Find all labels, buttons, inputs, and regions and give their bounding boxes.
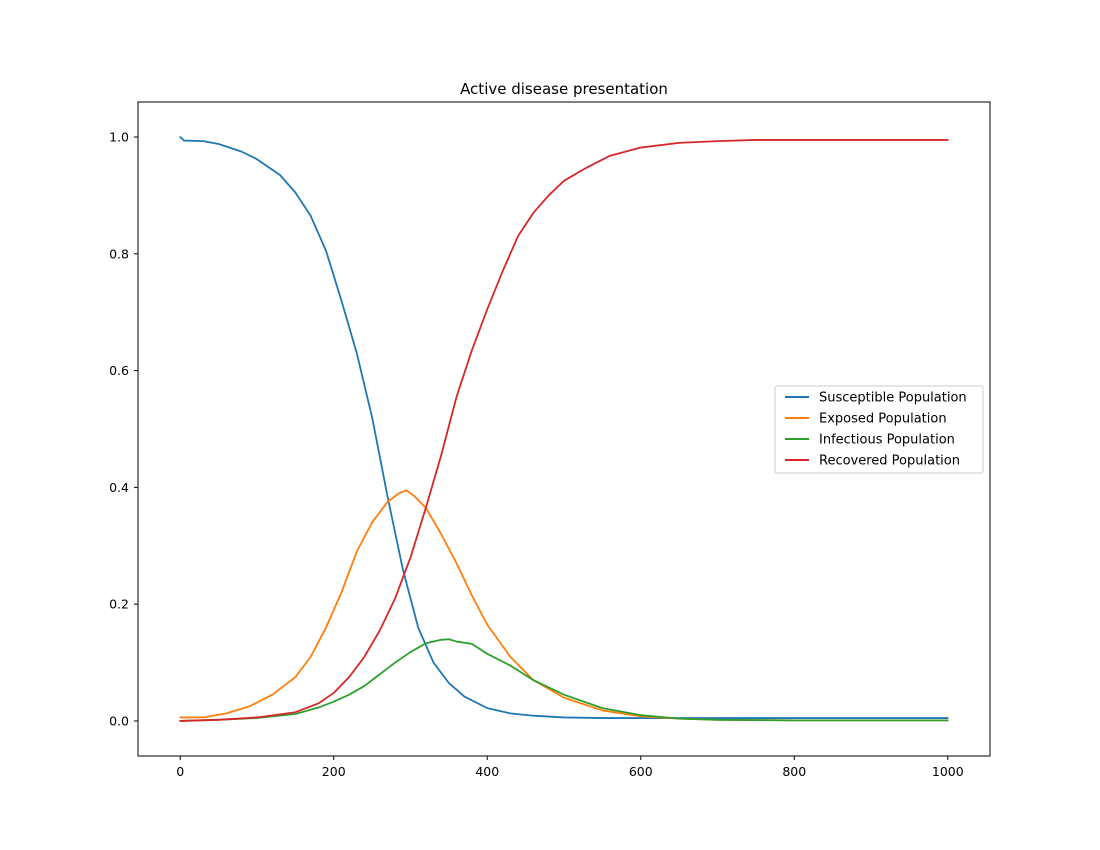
axes-frame [137, 101, 991, 757]
y-tick-label: 1.0 [109, 130, 129, 145]
legend: Susceptible Population Exposed Population… [774, 385, 984, 474]
series-line-0 [179, 136, 949, 719]
series-line-2 [179, 638, 949, 722]
legend-box [774, 385, 984, 474]
legend-label-2: Infectious Population [819, 433, 955, 448]
y-tick-label: 0.2 [109, 597, 129, 612]
y-tick-label: 0.8 [109, 246, 129, 261]
x-tick-label: 200 [322, 764, 346, 779]
y-tick-label: 0.4 [109, 480, 129, 495]
x-axis: 0 200 400 600 800 1000 [176, 756, 964, 779]
legend-label-0: Susceptible Population [819, 391, 967, 406]
chart-title: Active disease presentation [460, 80, 668, 98]
y-tick-label: 0.0 [109, 713, 129, 728]
x-tick-label: 1000 [932, 764, 964, 779]
x-tick-label: 800 [782, 764, 806, 779]
y-tick-label: 0.6 [109, 363, 129, 378]
series-layer [179, 136, 949, 722]
y-axis: 0.0 0.2 0.4 0.6 0.8 1.0 [109, 130, 138, 728]
legend-label-3: Recovered Population [819, 454, 960, 469]
series-line-3 [179, 139, 949, 722]
x-tick-label: 600 [629, 764, 653, 779]
series-line-1 [179, 489, 949, 722]
legend-label-1: Exposed Population [819, 412, 947, 427]
x-tick-label: 0 [176, 764, 184, 779]
x-tick-label: 400 [475, 764, 499, 779]
